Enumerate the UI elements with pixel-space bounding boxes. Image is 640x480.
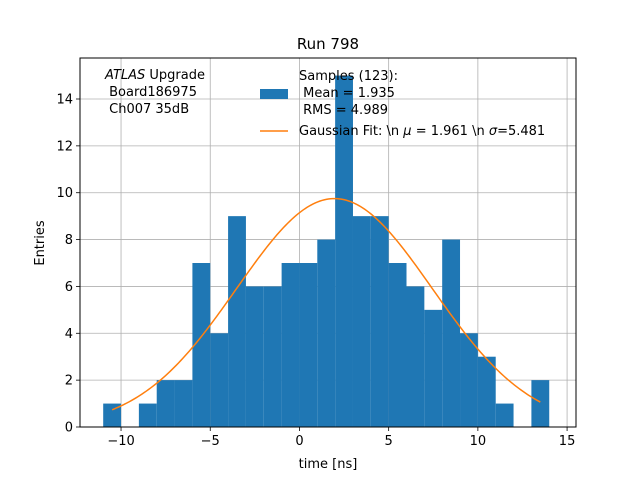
histogram-bar [192,263,211,427]
x-axis-ticks: −10 −5 0 5 10 15 [107,427,575,449]
histogram-bar [424,309,443,427]
y-tick-label: 0 [65,421,73,436]
histogram-bar [245,286,264,427]
annotation-line-1: ATLAS Upgrade [104,68,205,83]
legend-fit-label: Gaussian Fit: \n μ = 1.961 \n σ=5.481 [299,124,545,139]
histogram-bar [352,216,371,427]
x-tick-label: 15 [559,434,576,449]
histogram-bar [156,380,175,427]
chart-title: Run 798 [297,35,359,53]
histogram-bar [460,333,478,427]
y-tick-label: 4 [65,327,73,342]
histogram-bar [531,380,550,427]
y-tick-label: 12 [56,139,73,154]
y-tick-label: 8 [65,233,73,248]
histogram-bar [406,286,425,427]
legend-fit-prefix: Gaussian Fit: \n [299,124,403,139]
histogram-bar [263,286,282,427]
histogram-bar [388,263,407,427]
legend-hist-line-3: RMS = 4.989 [299,103,388,118]
histogram-bar [442,239,461,427]
legend-fit-sigma: σ [489,124,498,139]
x-tick-label: 5 [385,434,393,449]
x-tick-label: −10 [107,434,134,449]
legend-hist-swatch [260,89,288,99]
annotation-atlas: ATLAS [104,68,145,83]
legend-fit-suffix: =5.481 [497,124,545,139]
histogram-bar [174,380,193,427]
x-tick-label: 10 [470,434,487,449]
histogram-bar [228,216,246,427]
x-tick-label: 0 [295,434,303,449]
legend: Samples (123): Mean = 1.935 RMS = 4.989 … [260,69,545,139]
fit-curve-group [111,197,541,411]
annotation-upgrade: Upgrade [145,68,205,83]
legend-fit-mid: = 1.961 \n [412,124,489,139]
x-axis-label: time [ns] [299,457,358,472]
gaussian-fit-curve [111,197,541,411]
atlas-annotation: ATLAS Upgrade Board186975 Ch007 35dB [104,68,205,117]
y-axis-label: Entries [33,220,48,266]
y-tick-label: 14 [56,93,73,108]
histogram-bar [210,333,229,427]
histogram-bar [370,216,389,427]
legend-fit-mu: μ [402,124,411,139]
histogram-bar [335,75,353,428]
legend-hist-line-1: Samples (123): [299,69,398,84]
histogram-bar [299,263,318,427]
histogram-bar [103,403,122,427]
axes-frame [79,57,577,428]
legend-hist-line-2: Mean = 1.935 [299,86,395,101]
y-tick-label: 6 [65,280,73,295]
y-tick-label: 10 [56,186,73,201]
histogram-bar [495,403,514,427]
annotation-line-2: Board186975 [105,85,197,100]
x-tick-label: −5 [201,434,220,449]
y-tick-label: 2 [65,374,73,389]
histogram-bars [103,75,550,428]
histogram-bar [317,239,336,427]
histogram-bar [138,403,157,427]
histogram-bar [281,263,300,427]
y-axis-ticks: 0 2 4 6 8 10 12 14 [56,93,80,436]
histogram-bar [477,356,496,427]
annotation-line-3: Ch007 35dB [105,102,189,117]
